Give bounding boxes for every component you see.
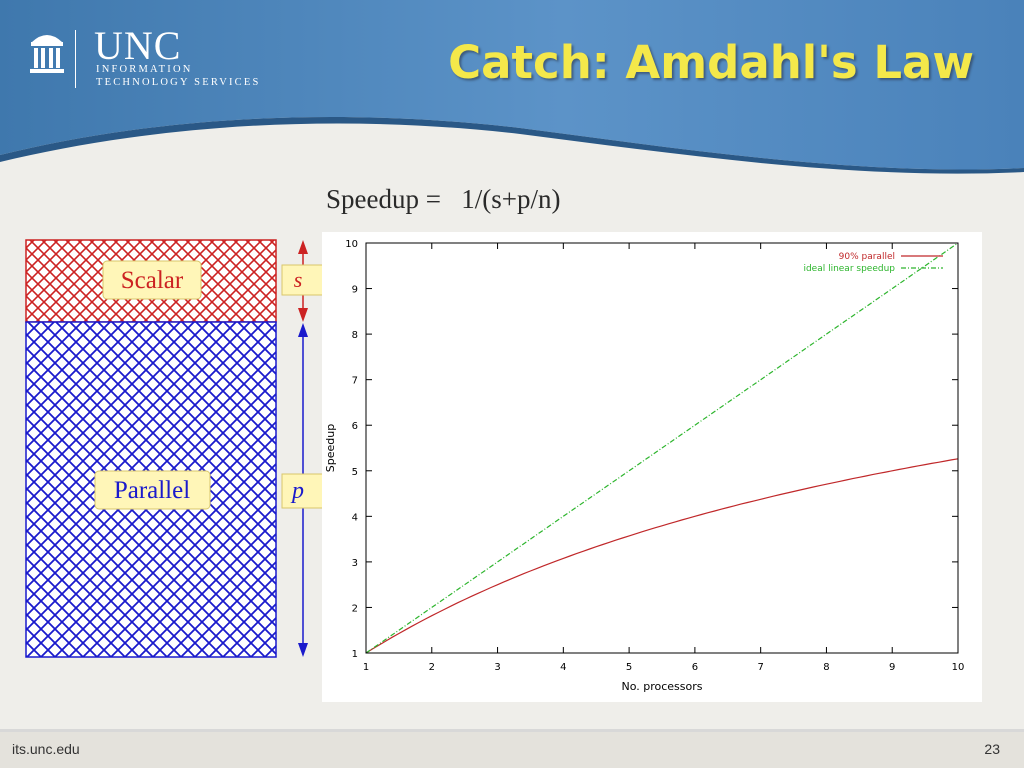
y-tick-label: 3 xyxy=(352,558,358,569)
x-tick-label: 8 xyxy=(823,662,829,673)
logo-wordmark: UNC xyxy=(94,23,182,68)
p-arrow: p xyxy=(281,323,325,657)
chart-background xyxy=(322,232,982,702)
y-tick-label: 2 xyxy=(352,603,358,614)
scalar-label-box: Scalar xyxy=(102,260,202,300)
logo-divider xyxy=(75,30,76,88)
y-tick-label: 8 xyxy=(352,330,358,341)
x-tick-label: 9 xyxy=(889,662,895,673)
y-tick-label: 4 xyxy=(352,512,358,523)
x-tick-label: 2 xyxy=(429,662,435,673)
p-label: p xyxy=(290,478,304,504)
s-arrow: s xyxy=(281,240,325,322)
legend-label: 90% parallel xyxy=(839,252,895,262)
slide-title: Catch: Amdahl's Law xyxy=(448,36,974,89)
y-tick-label: 7 xyxy=(352,376,358,387)
x-axis-label: No. processors xyxy=(621,680,702,693)
parallel-region xyxy=(25,321,277,658)
y-tick-label: 10 xyxy=(345,239,358,250)
legend-label: ideal linear speedup xyxy=(803,264,895,274)
y-tick-label: 6 xyxy=(352,421,358,432)
y-tick-label: 1 xyxy=(352,649,358,660)
footer-divider xyxy=(0,729,1024,732)
y-axis-label: Speedup xyxy=(324,424,337,472)
workload-diagram: Scalar Parallel s p xyxy=(25,239,325,658)
speedup-formula: Speedup = 1/(s+p/n) xyxy=(326,184,561,214)
x-tick-label: 7 xyxy=(757,662,763,673)
scalar-label: Scalar xyxy=(121,267,184,294)
series-line-1 xyxy=(365,242,959,654)
x-tick-label: 10 xyxy=(952,662,965,673)
old-well-icon xyxy=(30,35,64,73)
parallel-label: Parallel xyxy=(114,477,190,504)
x-tick-label: 3 xyxy=(494,662,500,673)
logo-line-2: TECHNOLOGY SERVICES xyxy=(96,77,261,88)
y-tick-label: 9 xyxy=(352,285,358,296)
speedup-chart: 1 2 3 4 5 6 7 8 9 10 1 2 3 4 5 6 7 8 9 10 90% parallel ideal… xyxy=(322,232,982,702)
x-tick-label: 5 xyxy=(626,662,632,673)
s-label: s xyxy=(294,267,303,292)
plot-frame xyxy=(365,242,959,654)
parallel-label-box: Parallel xyxy=(94,470,211,510)
series-line-0 xyxy=(365,458,959,654)
y-tick-label: 5 xyxy=(352,467,358,478)
x-tick-label: 6 xyxy=(692,662,698,673)
x-tick-label: 4 xyxy=(560,662,566,673)
footer-bar xyxy=(0,732,1024,768)
x-tick-label: 1 xyxy=(363,662,369,673)
footer-url: its.unc.edu xyxy=(12,741,80,757)
header-banner xyxy=(0,0,1024,174)
logo-line-1: INFORMATION xyxy=(96,64,193,75)
slide-number: 23 xyxy=(984,741,1000,757)
